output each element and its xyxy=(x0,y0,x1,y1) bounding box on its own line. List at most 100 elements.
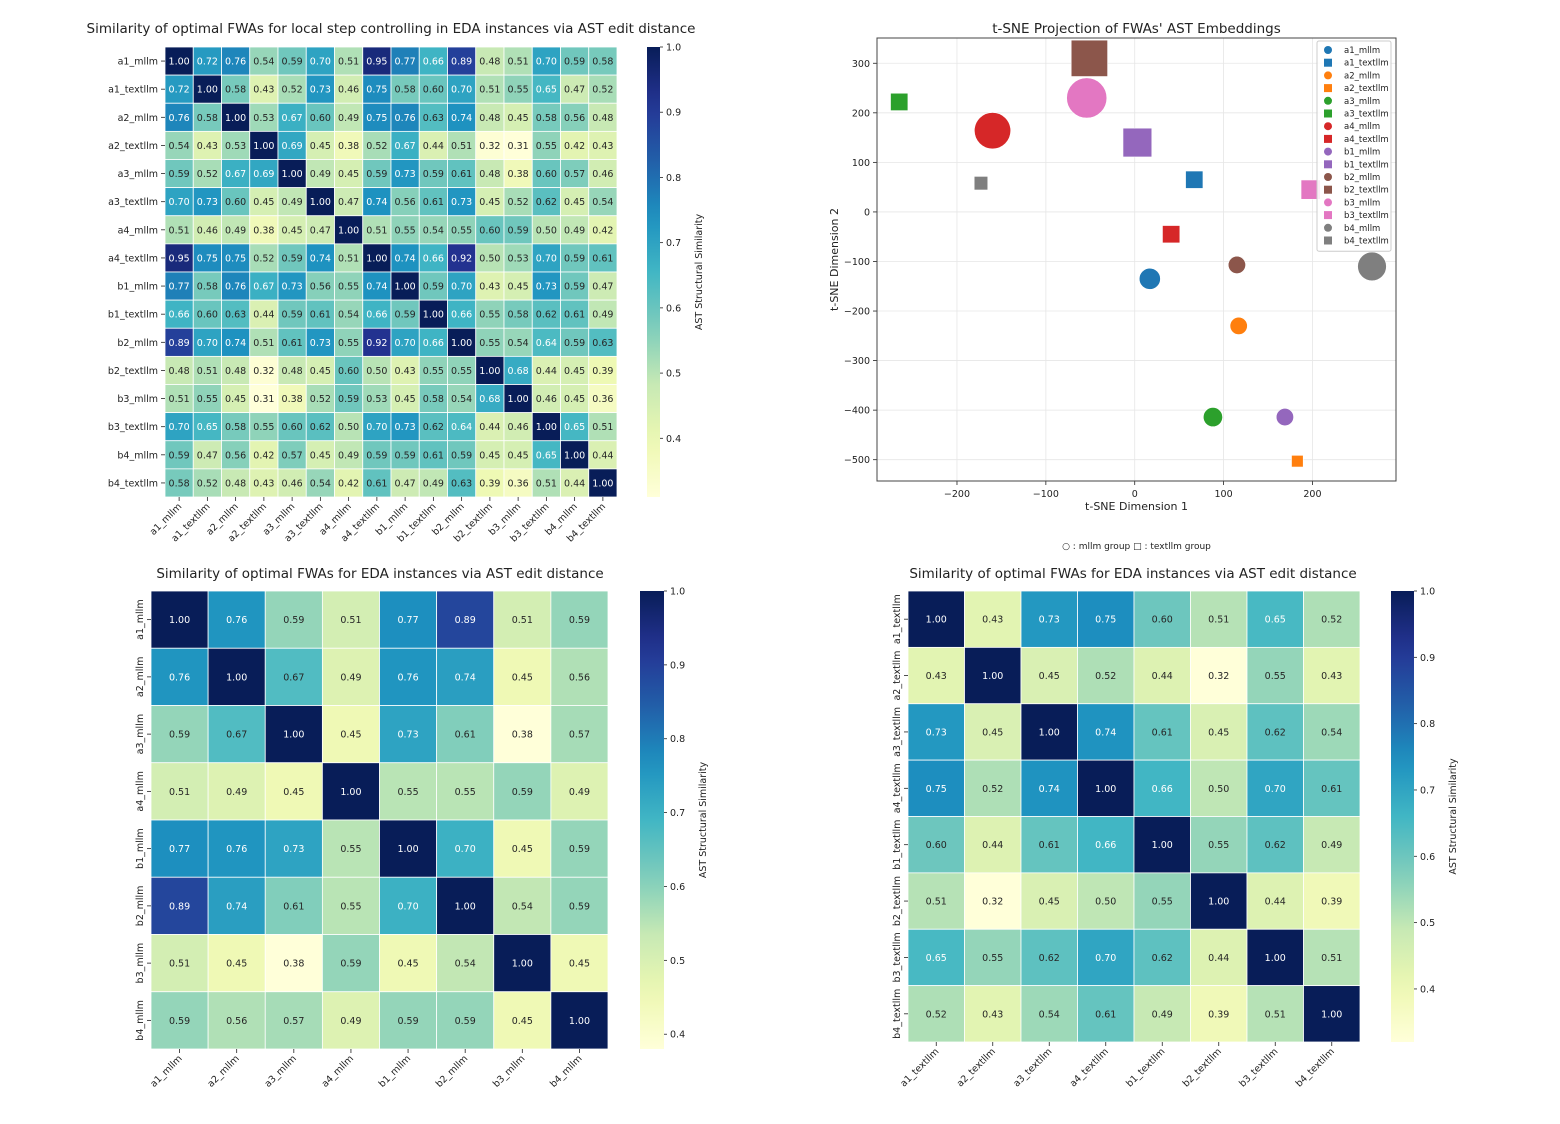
cell-label: 0.74 xyxy=(225,338,246,349)
cell-label: 0.60 xyxy=(282,422,303,433)
cell-label: 0.54 xyxy=(423,225,444,236)
heatmap-cell xyxy=(379,934,438,993)
heatmap-cell xyxy=(475,440,505,470)
heatmap-cell xyxy=(588,271,618,301)
cell-label: 0.60 xyxy=(926,840,947,851)
cell-label: 0.74 xyxy=(366,282,387,293)
cell-label: 0.59 xyxy=(455,1016,476,1027)
cell-label: 1.00 xyxy=(283,730,304,741)
heatmap-cell xyxy=(264,819,323,878)
point-a1_mllm xyxy=(1138,267,1161,290)
heatmap-cell xyxy=(321,647,380,706)
legend-marker xyxy=(1324,122,1332,131)
heatmap-cell xyxy=(531,384,561,414)
cell-label: 0.43 xyxy=(197,141,218,152)
cell-label: 0.55 xyxy=(455,787,476,798)
cell-label: 1.00 xyxy=(512,959,533,970)
heatmap-cell xyxy=(249,440,279,470)
cell-label: 0.76 xyxy=(395,113,416,124)
heatmap-cell xyxy=(150,934,209,993)
cell-label: 0.58 xyxy=(225,422,246,433)
heatmap-cell xyxy=(560,355,590,385)
x-tick-label: b1_mllm xyxy=(377,1053,414,1090)
cell-label: 0.73 xyxy=(926,727,947,738)
cell-label: 0.45 xyxy=(479,450,500,461)
cell-label: 0.62 xyxy=(423,422,444,433)
cell-label: 0.45 xyxy=(512,1016,533,1027)
heatmap-cell xyxy=(1303,590,1361,648)
cell-label: 1.00 xyxy=(451,338,472,349)
cell-label: 0.44 xyxy=(1208,953,1229,964)
legend-marker xyxy=(1324,58,1332,67)
cell-label: 0.59 xyxy=(569,615,590,626)
colorbar-tick-label: 0.4 xyxy=(666,434,681,445)
heatmap-cell xyxy=(447,299,477,329)
x-tick-label: a3_textllm xyxy=(1011,1046,1054,1089)
cell-label: 0.58 xyxy=(197,113,218,124)
y-tick-label: a2_mllm xyxy=(135,657,146,697)
cell-label: 0.59 xyxy=(397,1016,418,1027)
cell-label: 0.47 xyxy=(310,225,331,236)
heatmap-cell xyxy=(150,647,209,706)
cell-label: 0.51 xyxy=(512,615,533,626)
cell-label: 1.00 xyxy=(479,366,500,377)
cell-label: 0.46 xyxy=(197,225,218,236)
colorbar-tick-label: 1.0 xyxy=(670,587,685,598)
heatmap-cell xyxy=(362,440,392,470)
cell-label: 0.51 xyxy=(451,141,472,152)
heatmap-cell xyxy=(207,819,266,878)
y-tick-label: a4_mllm xyxy=(135,771,146,811)
cell-label: 0.31 xyxy=(253,394,274,405)
y-tick-label: b1_textllm xyxy=(892,820,903,870)
cell-label: 0.45 xyxy=(225,394,246,405)
heatmap-cell xyxy=(334,384,364,414)
cell-label: 0.76 xyxy=(169,672,190,683)
cell-label: 0.55 xyxy=(479,338,500,349)
heatmap-cell xyxy=(1190,928,1248,987)
cell-label: 0.51 xyxy=(926,897,947,908)
cell-label: 0.31 xyxy=(508,141,529,152)
cell-label: 0.51 xyxy=(169,394,190,405)
heatmap-cell xyxy=(503,74,533,104)
heatmap-cell xyxy=(1190,703,1248,761)
y-tick-label: a1_mllm xyxy=(118,57,158,68)
heatmap-cell xyxy=(150,876,209,935)
cell-label: 0.62 xyxy=(310,422,331,433)
cell-label: 1.00 xyxy=(569,1016,590,1027)
cell-label: 0.73 xyxy=(282,282,303,293)
cell-label: 0.55 xyxy=(536,141,557,152)
cell-label: 0.46 xyxy=(592,169,613,180)
heatmap-cell xyxy=(277,102,307,132)
y-tick-label: b2_mllm xyxy=(135,886,146,927)
heatmap-cell xyxy=(475,355,505,385)
y-tick-label: a1_textllm xyxy=(108,85,158,96)
heatmap-cell xyxy=(447,159,477,189)
cell-label: 0.51 xyxy=(1265,1009,1286,1020)
cell-label: 0.55 xyxy=(340,844,361,855)
x-tick-label: a4_mllm xyxy=(320,1053,356,1089)
cell-label: 1.00 xyxy=(1208,897,1229,908)
heatmap-cell xyxy=(150,991,209,1050)
cell-label: 0.60 xyxy=(423,85,444,96)
x-tick-label: b4_textllm xyxy=(1294,1046,1337,1089)
y-tick-label: b4_mllm xyxy=(117,450,158,461)
heatmap-cell xyxy=(531,243,561,273)
y-tick-label: a2_mllm xyxy=(118,113,158,124)
cell-label: 1.00 xyxy=(592,478,613,489)
colorbar-tick-label: 0.6 xyxy=(666,303,681,314)
cell-label: 0.51 xyxy=(253,338,274,349)
cell-label: 0.55 xyxy=(479,310,500,321)
y-tick-label: −300 xyxy=(844,356,870,367)
cell-label: 0.56 xyxy=(310,282,331,293)
cell-label: 0.74 xyxy=(366,197,387,208)
cell-label: 0.58 xyxy=(423,394,444,405)
y-tick-label: a3_mllm xyxy=(135,714,146,754)
point-b2_textllm xyxy=(1070,39,1108,77)
cell-label: 0.51 xyxy=(479,85,500,96)
y-tick-label: 200 xyxy=(852,108,870,119)
colorbar-tick-label: 0.7 xyxy=(670,808,685,819)
y-axis-label: t-SNE Dimension 2 xyxy=(828,208,841,311)
cell-label: 0.70 xyxy=(536,57,557,68)
heatmap-cell xyxy=(475,74,505,104)
cell-label: 0.74 xyxy=(226,901,247,912)
